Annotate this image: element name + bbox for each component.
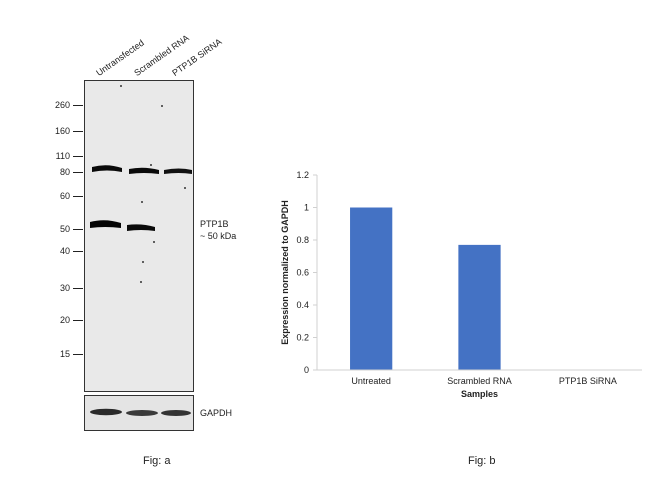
mw-marker-40: 40 xyxy=(59,246,70,256)
blot-speck xyxy=(140,281,142,283)
bar-scrambled-rna xyxy=(458,244,501,370)
y-tick-label: 0.2 xyxy=(296,333,309,343)
gapdh-bands xyxy=(90,408,191,416)
mw-tick xyxy=(73,105,83,106)
mw-tick xyxy=(73,131,83,132)
mw-marker-260: 260 xyxy=(54,100,70,110)
blot-speck xyxy=(161,105,163,107)
mw-marker-110: 110 xyxy=(55,151,70,161)
y-tick-label: 0.4 xyxy=(296,300,309,310)
upper-band-lane-2 xyxy=(129,167,159,174)
bar-untreated xyxy=(350,207,393,370)
mw-marker-30: 30 xyxy=(59,283,70,293)
blot-speck xyxy=(184,187,186,189)
x-tick-label: Untreated xyxy=(351,376,391,386)
loading-control-label: GAPDH xyxy=(200,408,233,418)
blot-speck xyxy=(142,261,144,263)
x-tick-label: Scrambled RNA xyxy=(447,376,512,386)
blot-speck xyxy=(120,85,122,87)
blot-speck xyxy=(141,201,143,203)
mw-tick xyxy=(73,320,83,321)
mw-tick xyxy=(73,288,83,289)
gapdh-band-lane-1 xyxy=(90,408,122,416)
blot-bands xyxy=(90,165,192,231)
ptp1b-band-lane-1 xyxy=(90,220,121,228)
figure-a-caption: Fig: a xyxy=(143,455,171,467)
gapdh-blot-panel xyxy=(84,395,194,431)
mw-marker-60: 60 xyxy=(59,191,70,201)
mw-tick xyxy=(73,251,83,252)
x-axis-title: Samples xyxy=(461,389,498,399)
bar-chart: 0 0.2 0.4 0.6 0.8 1 1.2 Untreated Scrambled RNA… xyxy=(280,170,642,399)
x-tick-label: PTP1B SiRNA xyxy=(559,376,617,386)
mw-tick xyxy=(73,172,83,173)
upper-band-lane-1 xyxy=(92,165,122,172)
mw-tick xyxy=(73,229,83,230)
y-tick-label: 0 xyxy=(304,365,309,375)
y-axis-title: Expression normalized to GAPDH xyxy=(280,200,290,345)
mw-marker-50: 50 xyxy=(59,224,70,234)
blot-speck xyxy=(150,164,152,166)
gapdh-band-lane-3 xyxy=(161,410,191,416)
target-protein-label: PTP1B xyxy=(200,219,229,229)
mw-marker-15: 15 xyxy=(59,349,70,359)
mw-marker-80: 80 xyxy=(59,167,70,177)
figure-b-caption: Fig: b xyxy=(468,455,496,467)
upper-band-lane-3 xyxy=(164,168,192,174)
ptp1b-band-lane-2 xyxy=(127,224,155,231)
y-tick-label: 1 xyxy=(304,203,309,213)
western-blot-panel xyxy=(84,80,194,392)
mw-marker-160: 160 xyxy=(54,126,70,136)
mw-tick xyxy=(73,354,83,355)
target-size-label: ~ 50 kDa xyxy=(200,231,237,241)
mw-tick xyxy=(73,156,83,157)
y-tick-label: 0.6 xyxy=(296,268,309,278)
mw-marker-20: 20 xyxy=(59,315,70,325)
y-tick-label: 0.8 xyxy=(296,235,309,245)
blot-speck xyxy=(153,241,155,243)
mw-tick xyxy=(73,196,83,197)
y-tick-label: 1.2 xyxy=(296,170,309,180)
gapdh-band-lane-2 xyxy=(126,410,158,416)
